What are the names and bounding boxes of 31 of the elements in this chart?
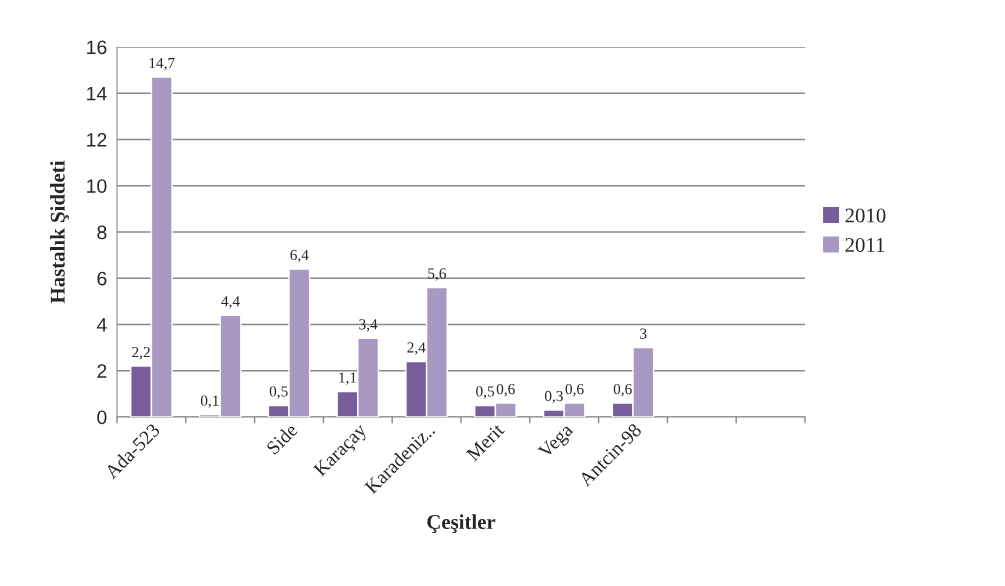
y-tick-label: 2 <box>97 364 107 378</box>
data-label: 0,1 <box>200 395 219 408</box>
data-label: 5,6 <box>428 268 447 281</box>
y-tick-label: 0 <box>97 410 107 425</box>
data-label: 0,6 <box>565 383 584 397</box>
data-label: 0,6 <box>496 383 515 397</box>
data-label: 0,3 <box>544 390 563 404</box>
data-label: 3 <box>640 328 647 339</box>
data-label: 3,4 <box>359 319 378 332</box>
y-tick-label: 16 <box>87 40 107 55</box>
y-tick-label: 6 <box>97 271 107 286</box>
data-label: 0,5 <box>476 386 495 399</box>
x-axis-title: Çeşitler <box>427 514 496 534</box>
y-tick-label: 14 <box>87 86 107 101</box>
data-label: 6,4 <box>290 249 309 263</box>
legend-label: 2011 <box>845 237 885 252</box>
x-tick-label: Side <box>265 422 299 456</box>
data-label: 14,7 <box>149 57 175 71</box>
data-label: 2,4 <box>407 342 426 355</box>
y-tick-label: 4 <box>96 318 107 332</box>
legend-label: 2010 <box>845 208 886 223</box>
y-tick-label: 12 <box>87 132 107 147</box>
data-label: 2,2 <box>132 346 150 360</box>
y-axis-title: Hastalık Şiddeti <box>50 160 69 304</box>
y-tick-label: 8 <box>97 225 107 240</box>
y-tick-label: 10 <box>87 179 107 193</box>
data-label: 0,6 <box>613 383 632 397</box>
data-label: 1,1 <box>339 372 357 385</box>
data-label: 4,4 <box>221 296 240 309</box>
data-label: 0,5 <box>269 386 288 399</box>
x-tick-label: Vega <box>537 422 577 462</box>
